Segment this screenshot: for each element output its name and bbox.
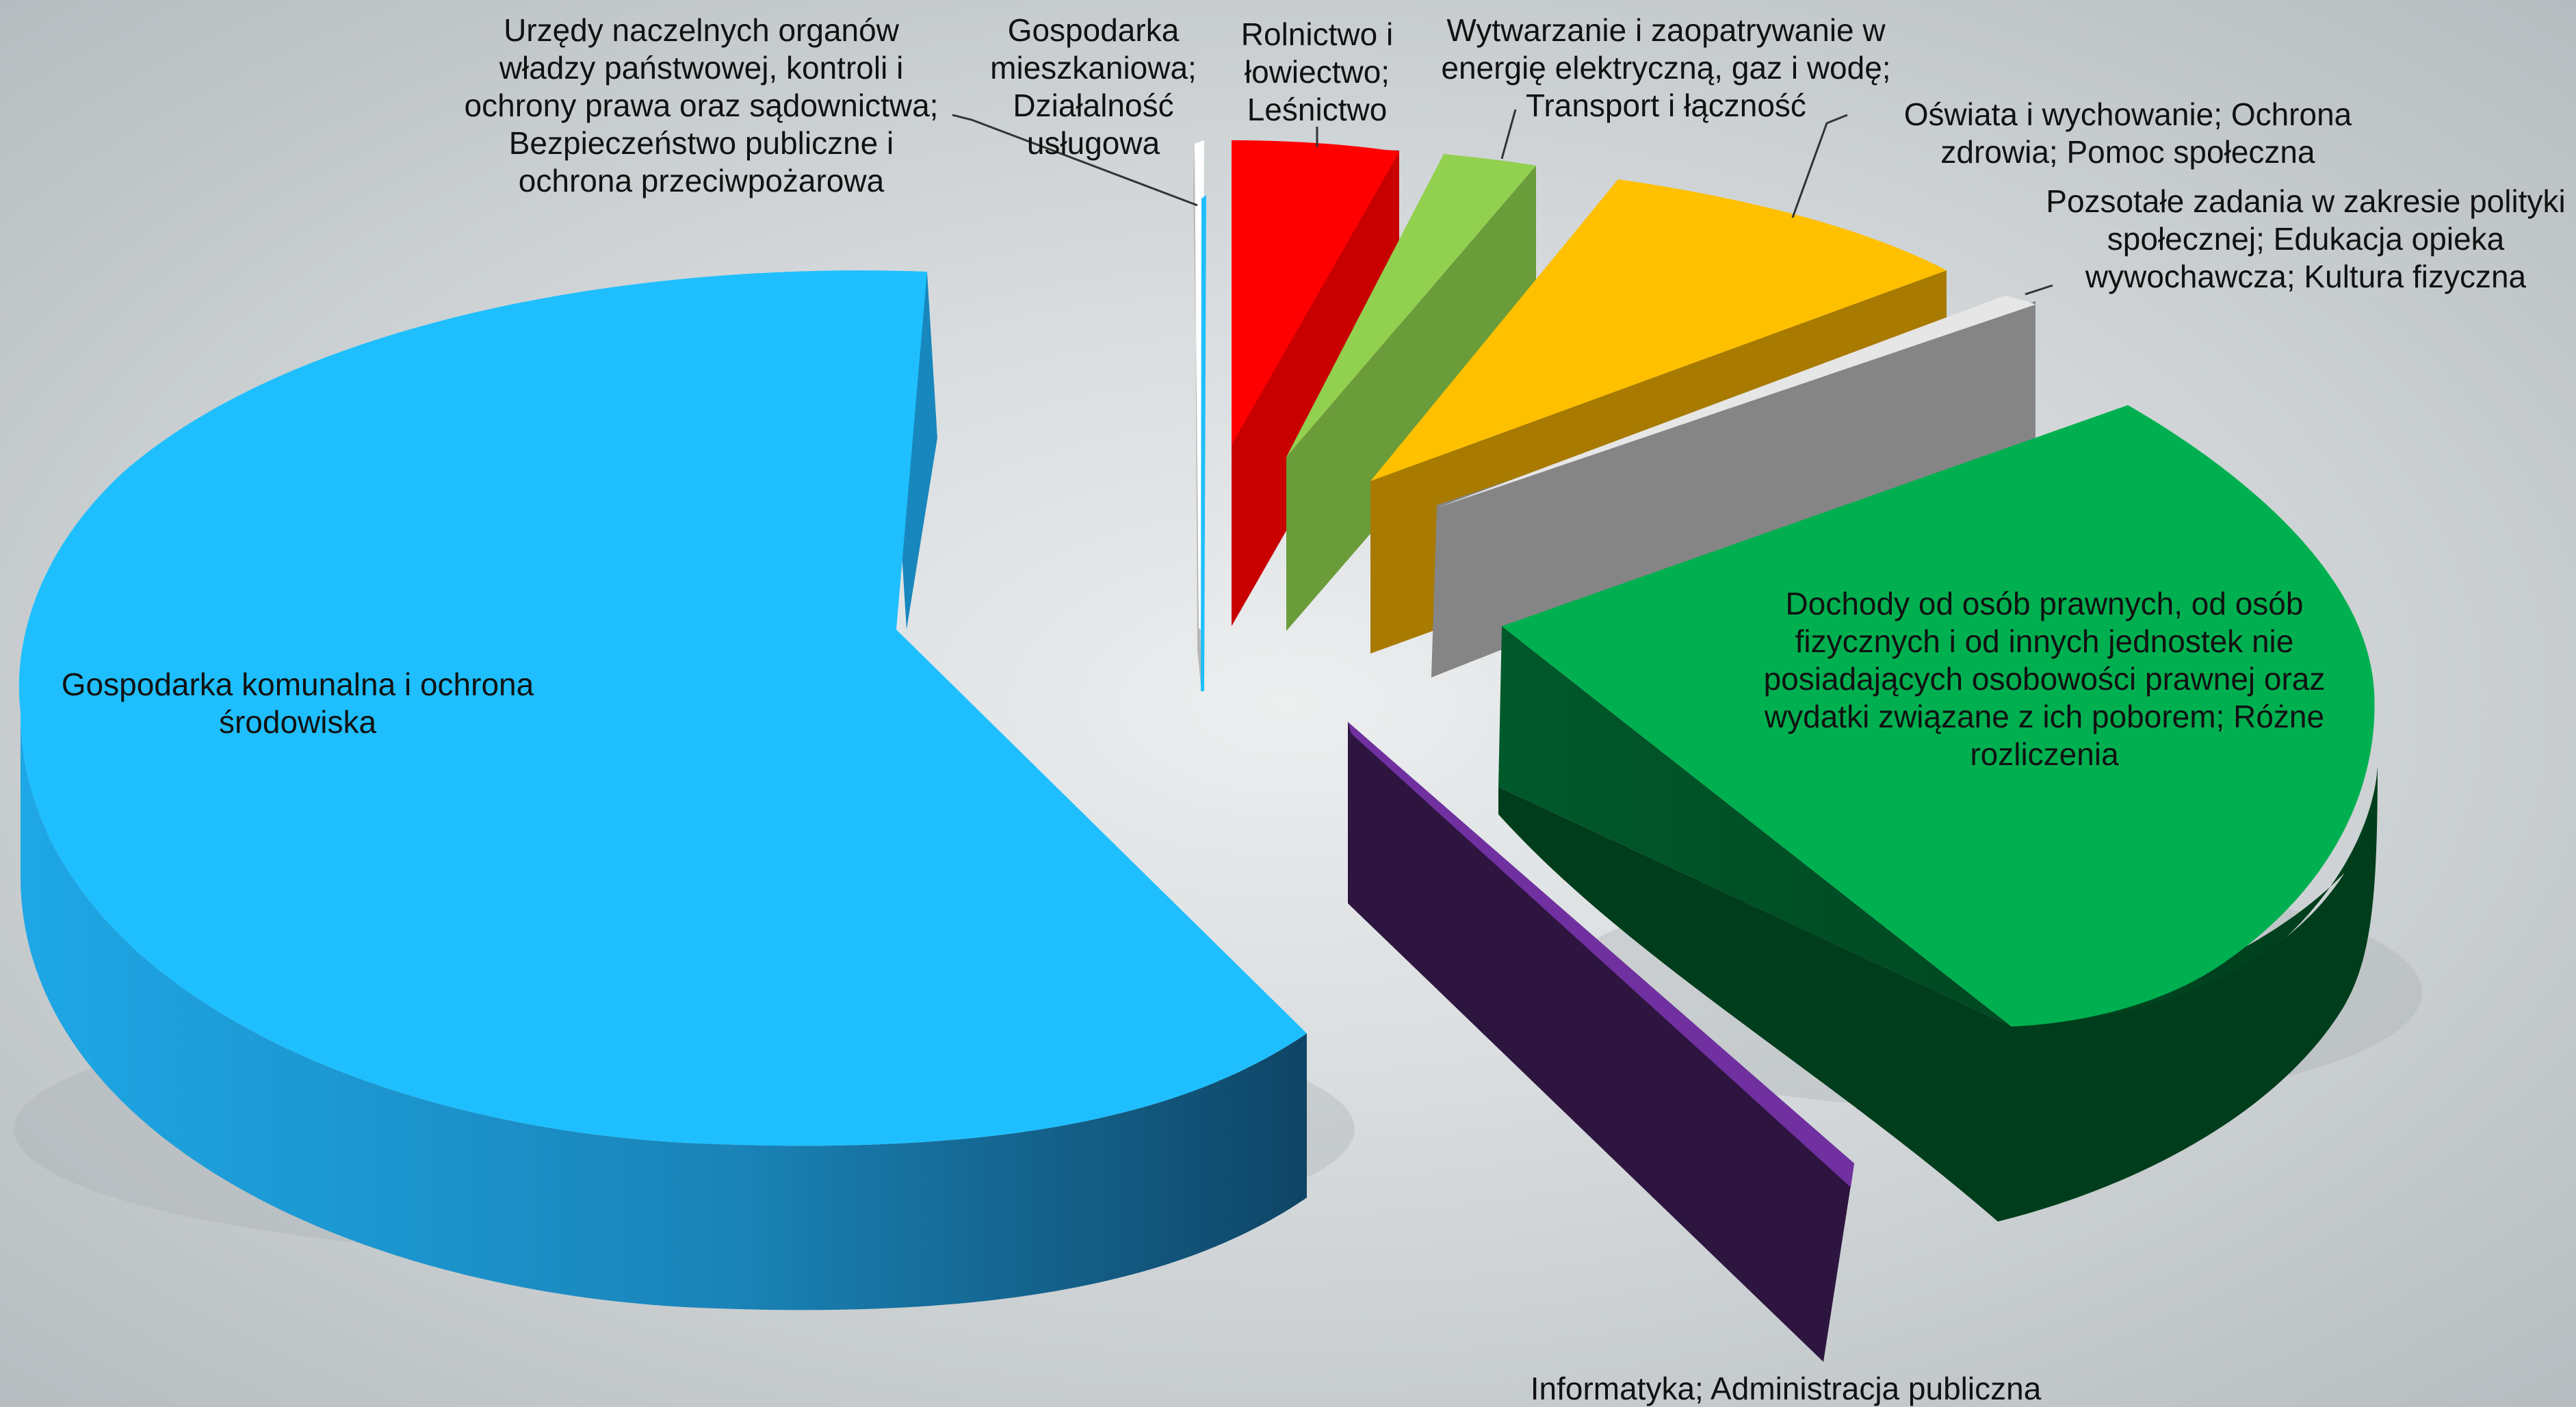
- slice-label-dochody-line: rozliczenia: [1970, 736, 2119, 772]
- slice-gospodarka-komunalna[interactable]: [18, 270, 1307, 1311]
- slice-label-gospodarka-komunalna-line: środowiska: [219, 704, 377, 740]
- leader-line-oswiata: [1791, 114, 1848, 218]
- slice-label-rolnictwo-line: Leśnictwo: [1247, 92, 1388, 127]
- slice-label-pozostale: Pozsotałe zadania w zakresie polityki spo…: [2046, 183, 2565, 294]
- slice-wytwarzanie-top: [1286, 154, 1536, 457]
- slice-informatyka[interactable]: [1348, 722, 1854, 1362]
- slice-gospodarka-komunalna-wall: [896, 272, 937, 630]
- slice-label-oswiata-line: Oświata i wychowanie; Ochrona: [1904, 96, 2352, 132]
- slice-rolnictwo-top: [1232, 140, 1399, 445]
- slice-pozostale-top: [1437, 296, 2035, 508]
- slice-label-gospodarka-komunalna: Gospodarka komunalna i ochrona środowiska: [62, 667, 534, 740]
- slice-label-wytwarzanie-line: Wytwarzanie i zaopatrywanie w: [1446, 12, 1886, 48]
- leader-lines: [952, 109, 2053, 296]
- slice-pozostale[interactable]: [1431, 296, 2035, 677]
- slice-label-oswiata: Oświata i wychowanie; Ochrona zdrowia; Po…: [1904, 96, 2352, 170]
- slice-label-urzedy-line: władzy państwowej, kontroli i: [499, 50, 904, 86]
- leader-line-wytwarzanie: [1500, 109, 1517, 159]
- slice-wytwarzanie-side: [1286, 166, 1536, 631]
- slice-label-gospodarka-mieszkaniowa-line: usługowa: [1027, 125, 1160, 161]
- slice-gospodarka-mieszkaniowa-top: [1201, 195, 1206, 691]
- slice-label-dochody-line: posiadających osobowości prawnej oraz: [1764, 661, 2326, 697]
- slice-informatyka-side: [1348, 722, 1854, 1362]
- slice-label-urzedy-line: Bezpieczeństwo publiczne i: [509, 125, 894, 161]
- slice-label-pozostale-line: wywochawcza; Kultura fizyczna: [2085, 259, 2527, 294]
- slice-oswiata-top: [1370, 179, 1947, 481]
- leader-line-urzedy: [952, 114, 1198, 207]
- slice-rolnictwo[interactable]: [1232, 140, 1399, 626]
- slice-gospodarka-komunalna-side: [21, 712, 1307, 1311]
- slice-label-urzedy: Urzędy naczelnych organów władzy państwow…: [465, 12, 939, 198]
- slice-label-gospodarka-mieszkaniowa: Gospodarka mieszkaniowa; Działalność usługo…: [990, 12, 1197, 161]
- slice-label-dochody-line: fizycznych i od innych jednostek nie: [1795, 623, 2294, 659]
- leader-line-pozostale: [2025, 284, 2053, 296]
- slice-label-urzedy-line: ochrony prawa oraz sądownictwa;: [465, 88, 939, 123]
- slice-label-pozostale-line: społecznej; Edukacja opieka: [2107, 221, 2505, 257]
- slice-label-gospodarka-mieszkaniowa-line: mieszkaniowa;: [990, 50, 1197, 86]
- slice-label-dochody-line: Dochody od osób prawnych, od osób: [1786, 586, 2304, 621]
- slice-label-informatyka: Informatyka; Administracja publiczna: [1531, 1371, 2042, 1406]
- slice-urzedy-side: [1193, 144, 1201, 691]
- slice-label-urzedy-line: ochrona przeciwpożarowa: [519, 163, 885, 198]
- slice-dochody-top: [1502, 405, 2375, 1027]
- slice-label-gospodarka-komunalna-line: Gospodarka komunalna i ochrona: [62, 667, 534, 702]
- slice-gospodarka-komunalna-top: [18, 270, 1307, 1146]
- slice-wytwarzanie[interactable]: [1286, 154, 1536, 631]
- slice-label-rolnictwo-line: Rolnictwo i: [1241, 16, 1393, 52]
- slice-label-pozostale-line: Pozsotałe zadania w zakresie polityki: [2046, 183, 2565, 219]
- slice-label-wytwarzanie-line: Transport i łączność: [1526, 88, 1806, 123]
- slice-label-urzedy-line: Urzędy naczelnych organów: [504, 12, 900, 48]
- slice-label-rolnictwo-line: łowiectwo;: [1245, 54, 1390, 90]
- slice-label-dochody-line: wydatki związane z ich poborem; Różne: [1764, 699, 2324, 734]
- slice-dochody[interactable]: [1498, 405, 2378, 1222]
- slice-label-oswiata-line: zdrowia; Pomoc społeczna: [1940, 134, 2315, 170]
- slice-label-wytwarzanie-line: energię elektryczną, gaz i wodę;: [1441, 50, 1890, 86]
- slice-label-wytwarzanie: Wytwarzanie i zaopatrywanie w energię ele…: [1441, 12, 1890, 123]
- slice-label-informatyka-line: Informatyka; Administracja publiczna: [1531, 1371, 2042, 1406]
- slice-label-rolnictwo: Rolnictwo i łowiectwo; Leśnictwo: [1241, 16, 1393, 127]
- slice-gospodarka-mieszkaniowa[interactable]: [1201, 195, 1206, 691]
- slice-label-gospodarka-mieszkaniowa-line: Gospodarka: [1008, 12, 1180, 48]
- slice-dochody-side: [1498, 626, 2378, 1027]
- slice-informatyka-top: [1348, 722, 1854, 1187]
- slice-label-dochody: Dochody od osób prawnych, od osób fizyczn…: [1764, 586, 2326, 772]
- slice-label-gospodarka-mieszkaniowa-line: Działalność: [1013, 88, 1173, 123]
- slice-pozostale-side: [1431, 301, 2035, 677]
- slice-labels: Gospodarka komunalna i ochrona środowiska…: [62, 12, 2566, 1406]
- slice-dochody-outer-side: [1498, 766, 2378, 1222]
